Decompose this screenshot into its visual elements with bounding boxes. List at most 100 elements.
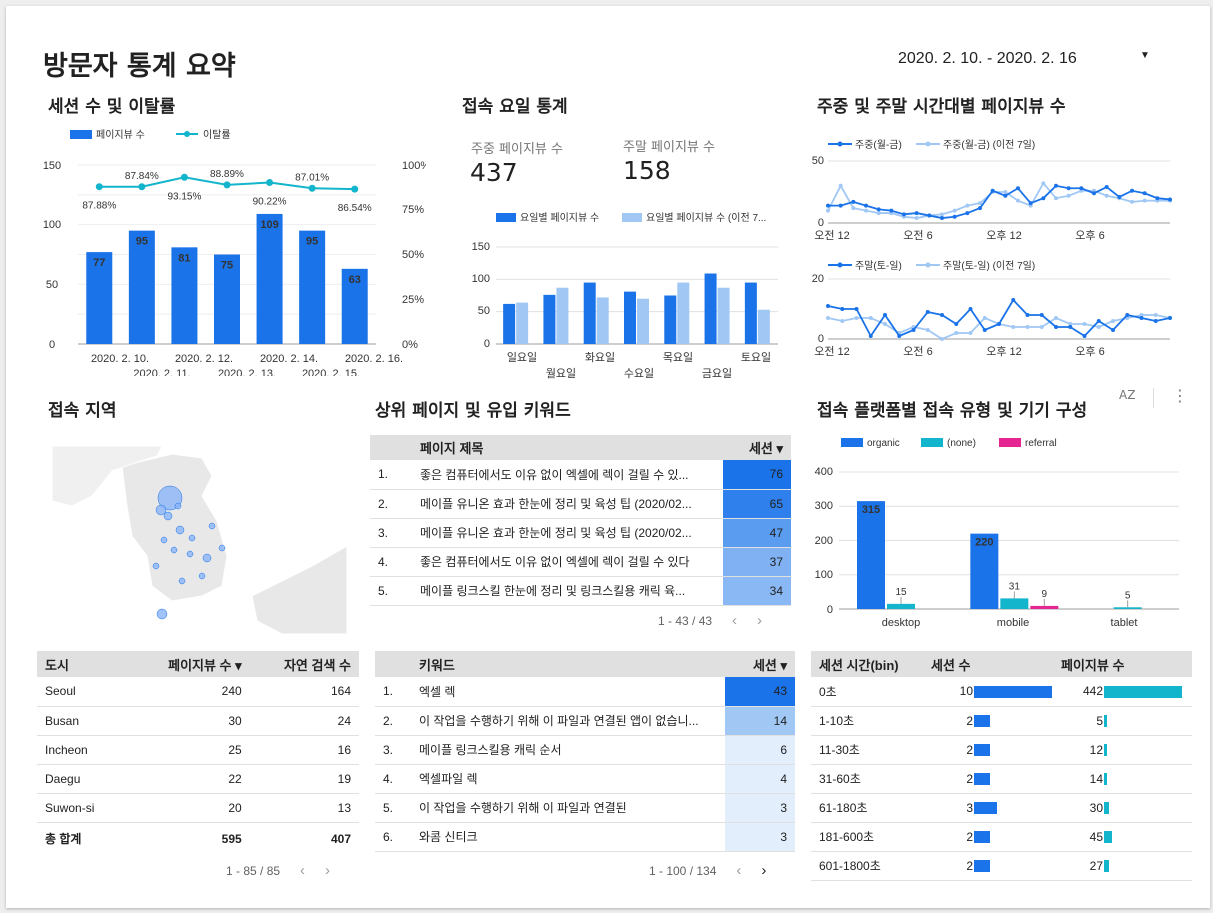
total-label: 총 합계 [45,832,82,847]
bar [1113,607,1142,609]
table-row[interactable]: 0초 10 442 [811,677,1192,706]
col-session-bin[interactable]: 세션 시간(bin) [819,657,899,673]
legend-label: referral [1025,438,1057,449]
pageviews-cell: 22 [228,771,242,786]
next-page-button[interactable]: › [757,612,763,629]
col-sessions-sort[interactable]: 세션 ▾ [748,441,783,456]
table-row[interactable]: 4. 좋은 컴퓨터에서도 이유 없이 엑셀에 렉이 걸릴 수 있다 37 [370,547,791,576]
keyword-cell[interactable]: 이 작업을 수행하기 위해 이 파일과 연결된 [419,801,627,815]
table-row[interactable]: Busan 30 24 [37,706,359,735]
table-row[interactable]: 1. 엑셀 렉 43 [375,677,795,706]
pageview-bar [1104,831,1112,844]
bar-label: 5 [1125,590,1131,601]
page-title-cell[interactable]: 메이플 유니온 효과 한눈에 정리 및 육성 팁 (2020/02... [420,497,692,511]
table-row[interactable]: 2. 메이플 유니온 효과 한눈에 정리 및 육성 팁 (2020/02... 65 [370,489,791,518]
y-tick: 50 [46,279,58,291]
region-map[interactable] [52,446,347,634]
city-cell: Seoul [45,684,76,699]
table-row[interactable]: 2. 이 작업을 수행하기 위해 이 파일과 연결된 앱이 없습니... 14 [375,706,795,735]
x-label: 2020. 2. 14. [260,353,318,365]
col-city[interactable]: 도시 [45,657,69,673]
row-rank: 4. [383,771,394,786]
table-row[interactable]: Suwon-si 20 13 [37,793,359,822]
region-title: 접속 지역 [48,401,117,421]
prev-page-button[interactable]: ‹ [732,612,738,629]
table-row[interactable]: 181-600초 2 45 [811,822,1192,851]
sort-az-icon[interactable]: AZ [1119,388,1136,402]
row-rank: 2. [378,496,389,511]
rate-label: 88.89% [210,169,244,180]
col-organic-search[interactable]: 자연 검색 수 [283,657,351,673]
y-tick: 300 [815,500,833,512]
table-row[interactable]: 6. 와콤 신티크 3 [375,822,795,851]
col-pageviews[interactable]: 페이지뷰 수 [1061,657,1125,673]
prev-page-button[interactable]: ‹ [736,862,742,879]
bin-cell: 31-60초 [819,772,861,786]
keyword-cell[interactable]: 이 작업을 수행하기 위해 이 파일과 연결된 앱이 없습니... [419,714,699,728]
session-bar [974,802,997,815]
organic-search-cell: 24 [337,713,351,728]
table-row[interactable]: 3. 메이플 링크스킬용 캐릭 순서 6 [375,735,795,764]
page-title-cell[interactable]: 메이플 유니온 효과 한눈에 정리 및 육성 팁 (2020/02... [420,526,692,540]
table-row[interactable]: 5. 메이플 링크스킬 한눈에 정리 및 링크스킬용 캐릭 육... 34 [370,576,791,605]
table-row[interactable]: 1. 좋은 컴퓨터에서도 이유 없이 엑셀에 렉이 걸릴 수 있... 76 [370,460,791,489]
keyword-cell[interactable]: 엑셀파일 렉 [419,772,478,786]
table-row[interactable]: Daegu 22 19 [37,764,359,793]
table-row[interactable]: 31-60초 2 14 [811,764,1192,793]
city-cell: Busan [45,713,80,728]
more-vert-icon[interactable]: ⋮ [1172,386,1188,405]
table-row[interactable]: 11-30초 2 12 [811,735,1192,764]
page-title-cell[interactable]: 메이플 링크스킬 한눈에 정리 및 링크스킬용 캐릭 육... [420,584,686,598]
pageview-bar [1104,773,1107,786]
page-title-cell[interactable]: 좋은 컴퓨터에서도 이유 없이 엑셀에 렉이 걸릴 수 있... [420,467,689,482]
japan-shape [251,545,347,634]
chevron-down-icon[interactable]: ▼ [1140,50,1150,61]
rate-label: 87.88% [82,201,116,212]
table-row[interactable]: 61-180초 3 30 [811,793,1192,822]
table-row[interactable]: 5. 이 작업을 수행하기 위해 이 파일과 연결된 3 [375,793,795,822]
page-title-cell[interactable]: 좋은 컴퓨터에서도 이유 없이 엑셀에 렉이 걸릴 수 있다 [420,555,690,569]
col-session-count[interactable]: 세션 수 [931,657,971,673]
y-tick: 0 [49,339,55,351]
bar-label: 9 [1042,589,1048,600]
legend-label: 요일별 페이지뷰 수 (이전 7... [646,212,766,224]
prev-page-button[interactable]: ‹ [300,862,306,879]
keyword-cell[interactable]: 메이플 링크스킬용 캐릭 순서 [419,743,562,757]
col-pageviews-sort[interactable]: 페이지뷰 수 ▾ [168,657,242,673]
bar-label: 315 [862,504,880,516]
x-label: 금요일 [702,366,732,380]
bar [1000,598,1029,609]
table-row[interactable]: 3. 메이플 유니온 효과 한눈에 정리 및 육성 팁 (2020/02... 47 [370,518,791,547]
next-page-button[interactable]: › [761,862,767,879]
korea-shape [121,453,228,602]
col-page-title[interactable]: 페이지 제목 [420,441,484,456]
next-page-button[interactable]: › [325,862,331,879]
sessions-chart: 페이지뷰 수 이탈률 77 95 81 75 109 95 63 87.88% 87.84% 9… [43,128,426,376]
table-row[interactable]: 4. 엑셀파일 렉 4 [375,764,795,793]
keyword-cell[interactable]: 엑셀 렉 [419,684,456,699]
col-keyword[interactable]: 키워드 [419,657,455,673]
x-label: desktop [882,617,921,629]
dashboard-page: 방문자 통계 요약 2020. 2. 10. - 2020. 2. 16 ▼ 세… [6,6,1210,908]
table-row[interactable]: Seoul 240 164 [37,677,359,706]
col-sessions-sort[interactable]: 세션 ▾ [752,657,787,673]
map-point [208,522,216,530]
date-range-picker[interactable]: 2020. 2. 10. - 2020. 2. 16 ▼ [898,50,1150,74]
weekday-title: 접속 요일 통계 [462,97,568,117]
bar-prev [556,287,569,344]
rate-point [308,184,316,192]
x-label: tablet [1111,617,1138,629]
map-point [202,553,212,563]
table-row[interactable]: 601-1800초 2 27 [811,851,1192,880]
table-row[interactable]: Incheon 25 16 [37,735,359,764]
city-cell: Incheon [45,742,88,757]
rate-label: 87.84% [125,171,159,182]
keyword-cell[interactable]: 와콤 신티크 [419,830,478,844]
keywords-table: 키워드 세션 ▾ 1. 엑셀 렉 43 2. 이 작업을 수행하기 위해 이 파일과 연결… [375,651,795,856]
pager-range: 1 - 85 / 85 [226,864,281,878]
map-point [178,577,186,585]
sessions-cell: 34 [723,576,791,605]
sessions-cell: 14 [725,706,795,735]
table-row[interactable]: 1-10초 2 5 [811,706,1192,735]
bar [256,213,283,344]
